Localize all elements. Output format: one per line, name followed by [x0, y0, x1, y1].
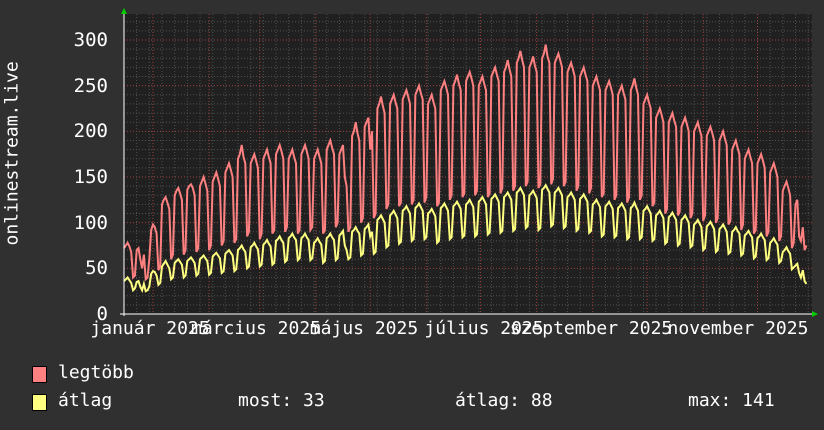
y-tick-label: 250 — [73, 74, 108, 97]
y-tick-label: 150 — [73, 166, 108, 188]
y-tick-label: 0 — [96, 303, 108, 325]
x-tick-label: július 2025 — [424, 318, 544, 339]
series-lines — [123, 44, 808, 294]
x-tick-label: május 2025 — [309, 318, 419, 339]
legend-swatch-avg — [32, 394, 47, 411]
x-axis-arrow-icon — [812, 311, 818, 317]
legend-now: most: 33 — [238, 390, 325, 411]
y-tick-label: 50 — [85, 257, 108, 280]
series-line-max — [123, 44, 808, 282]
series-line-avg — [123, 183, 808, 294]
legend-maximum: max: 141 — [688, 390, 775, 411]
legend-label-max: legtöbb — [58, 362, 134, 383]
x-tick-label: január 2025 — [90, 318, 210, 339]
legend-average: átlag: 88 — [455, 390, 553, 411]
y-axis-title: onlinestream.live — [1, 61, 23, 246]
legend-swatch-max — [32, 366, 47, 383]
y-tick-label: 300 — [73, 29, 108, 51]
x-tick-label: szeptember 2025 — [509, 318, 673, 339]
x-tick-label: november 2025 — [667, 318, 809, 339]
y-axis-arrow-icon — [121, 8, 127, 14]
x-tick-label: március 2025 — [190, 318, 322, 339]
legend-label-avg: átlag — [58, 390, 113, 411]
y-tick-label: 100 — [73, 211, 108, 234]
y-tick-label: 200 — [73, 120, 108, 143]
plot-area — [124, 14, 812, 314]
